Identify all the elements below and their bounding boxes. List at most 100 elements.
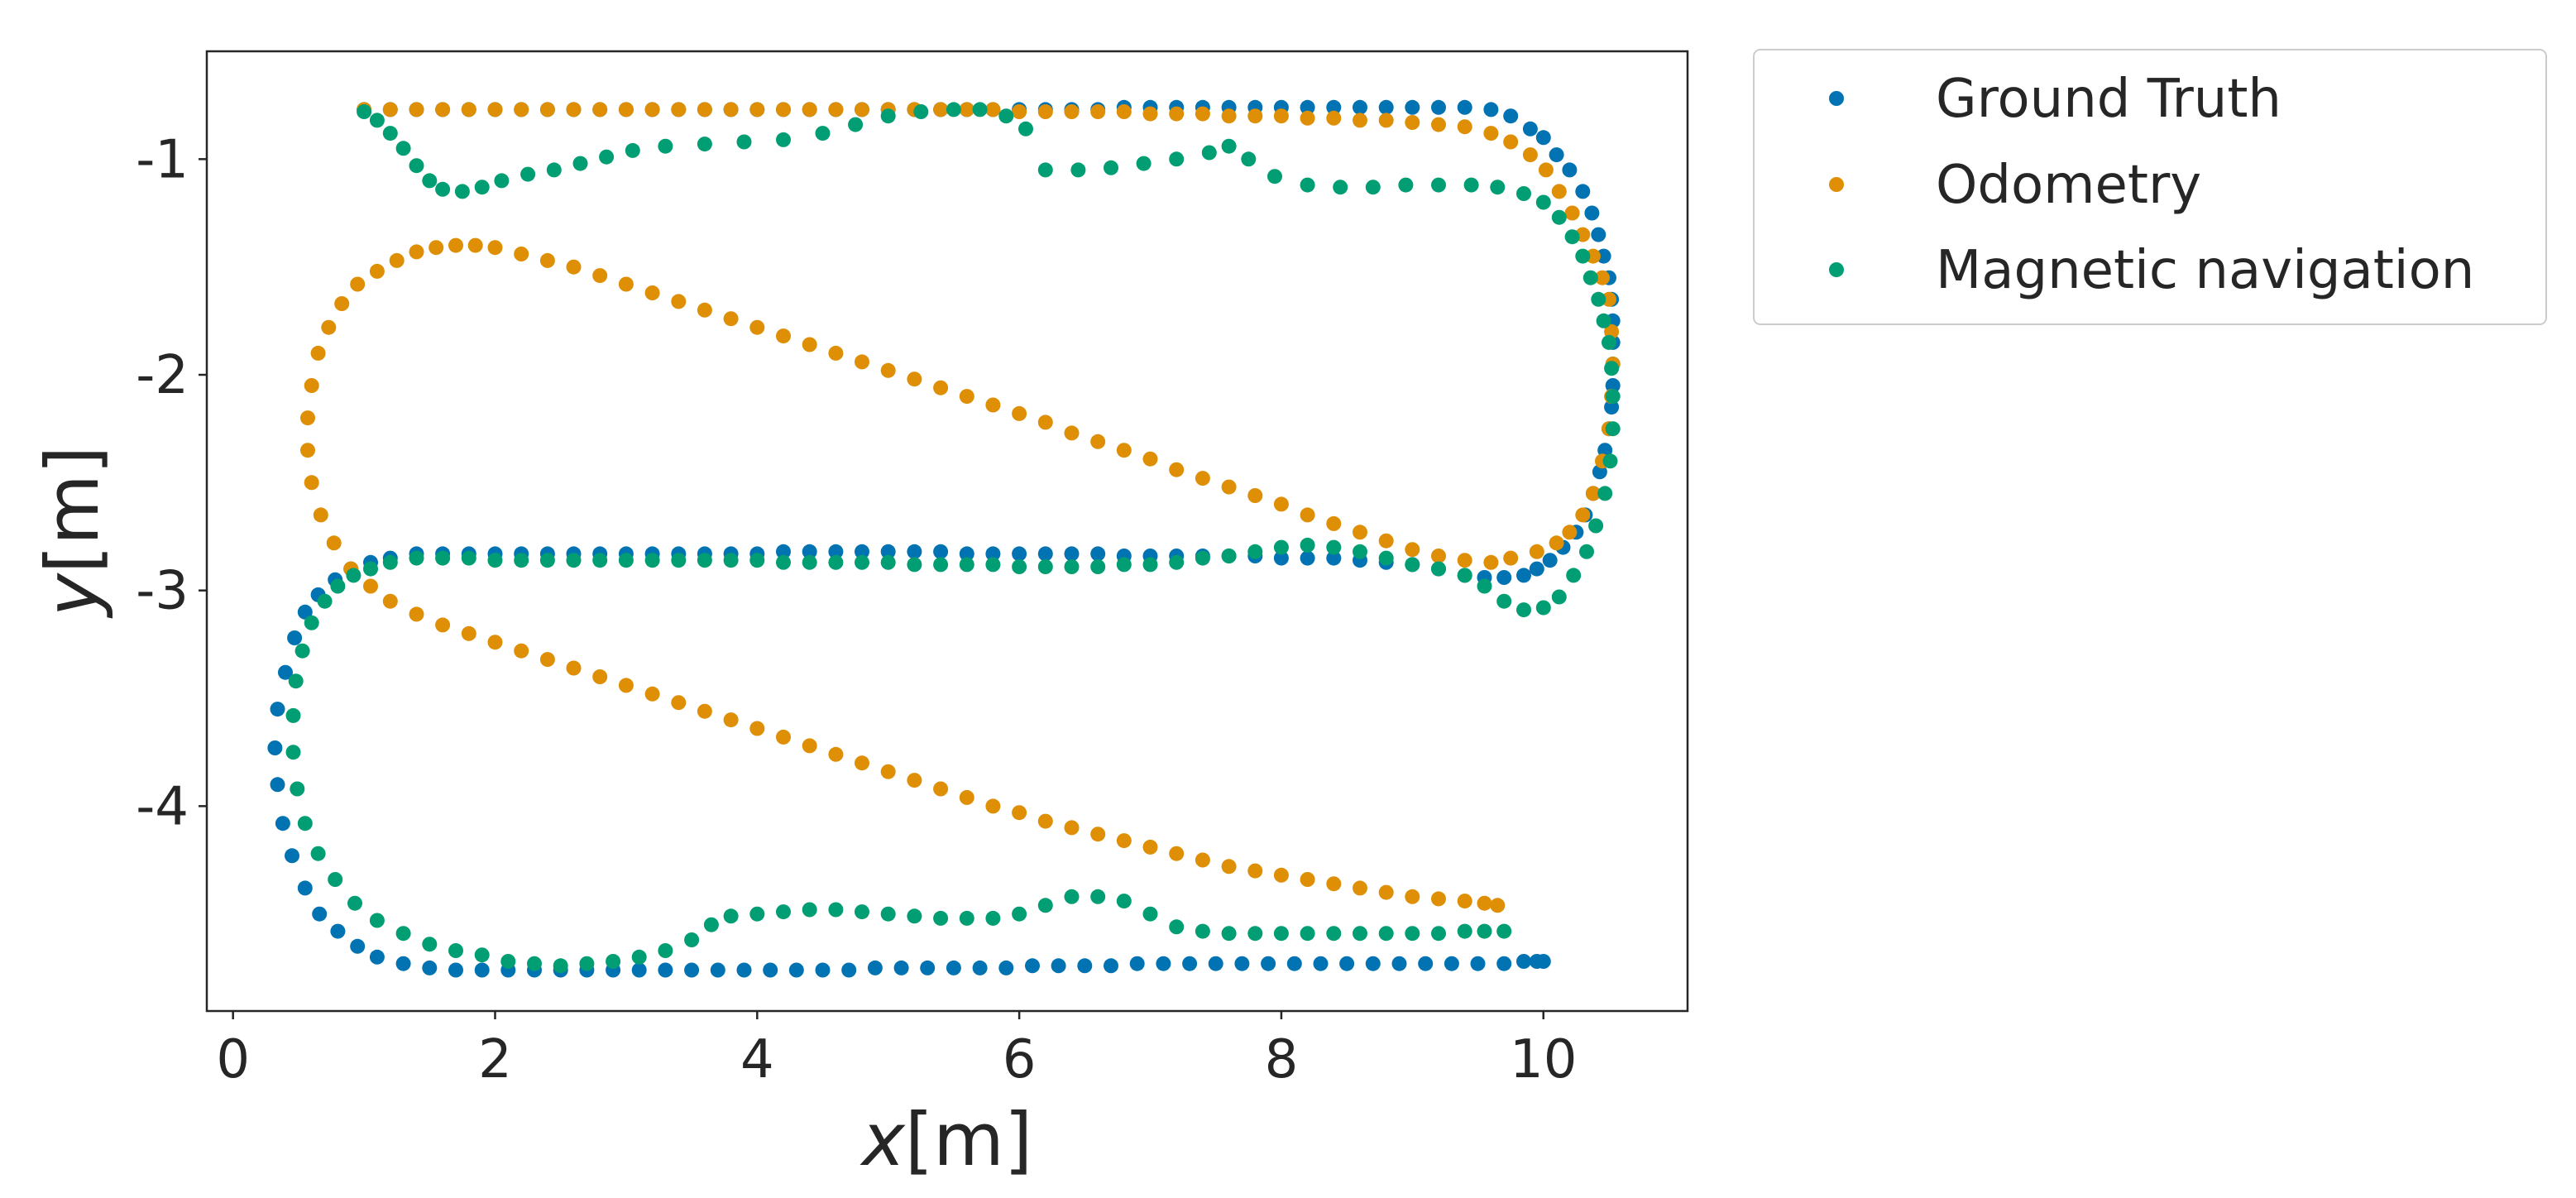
data-point-magnetic-navigation xyxy=(1247,544,1263,559)
data-point-magnetic-navigation xyxy=(880,554,896,570)
data-point-ground-truth xyxy=(474,962,490,978)
data-point-ground-truth xyxy=(1234,956,1250,971)
x-tick-label: 0 xyxy=(216,1029,250,1090)
data-point-ground-truth xyxy=(1391,956,1407,971)
data-point-odometry xyxy=(776,729,791,745)
data-point-ground-truth xyxy=(946,960,961,975)
y-tick-label: -4 xyxy=(136,776,189,837)
data-point-ground-truth xyxy=(710,962,725,978)
data-point-odometry xyxy=(723,712,739,728)
y-axis-label: y[m] xyxy=(30,446,115,619)
data-point-magnetic-navigation xyxy=(409,158,424,174)
data-point-ground-truth xyxy=(1483,102,1499,117)
data-point-odometry xyxy=(1142,451,1158,467)
data-point-odometry xyxy=(1378,113,1394,128)
data-point-magnetic-navigation xyxy=(776,132,791,147)
data-point-magnetic-navigation xyxy=(697,553,712,568)
data-point-magnetic-navigation xyxy=(802,902,817,918)
data-point-odometry xyxy=(1142,106,1158,122)
data-point-ground-truth xyxy=(907,544,922,559)
data-point-magnetic-navigation xyxy=(330,578,346,594)
data-point-magnetic-navigation xyxy=(369,913,385,928)
data-point-magnetic-navigation xyxy=(1605,421,1621,437)
data-point-magnetic-navigation xyxy=(1582,270,1598,285)
data-point-odometry xyxy=(429,240,444,256)
x-tick-label: 8 xyxy=(1265,1029,1299,1090)
data-point-odometry xyxy=(985,798,1001,814)
data-point-odometry xyxy=(321,319,337,335)
data-point-ground-truth xyxy=(828,544,844,559)
data-point-odometry xyxy=(1326,110,1342,126)
data-point-magnetic-navigation xyxy=(382,554,398,570)
data-point-odometry xyxy=(326,535,342,551)
data-point-odometry xyxy=(1595,270,1610,285)
data-point-magnetic-navigation xyxy=(1378,926,1394,942)
data-point-odometry xyxy=(1090,104,1106,119)
data-point-magnetic-navigation xyxy=(1221,138,1237,154)
data-point-ground-truth xyxy=(1496,956,1512,971)
data-point-odometry xyxy=(1273,496,1289,512)
data-point-odometry xyxy=(802,102,817,117)
data-point-ground-truth xyxy=(1562,162,1578,178)
data-point-magnetic-navigation xyxy=(749,553,765,568)
data-point-magnetic-navigation xyxy=(1273,539,1289,555)
data-point-ground-truth xyxy=(1457,99,1472,115)
data-point-ground-truth xyxy=(684,962,700,978)
data-point-ground-truth xyxy=(1300,550,1315,566)
data-point-odometry xyxy=(1012,805,1027,821)
data-point-ground-truth xyxy=(959,546,974,562)
data-point-magnetic-navigation xyxy=(1221,926,1237,942)
data-point-odometry xyxy=(776,328,791,344)
data-point-ground-truth xyxy=(270,702,285,717)
data-point-odometry xyxy=(566,660,582,676)
data-point-magnetic-navigation xyxy=(579,956,595,971)
data-point-magnetic-navigation xyxy=(985,557,1001,573)
data-point-magnetic-navigation xyxy=(1604,361,1620,376)
data-point-odometry xyxy=(1549,535,1564,551)
data-point-magnetic-navigation xyxy=(1247,926,1263,942)
legend: Ground Truth Odometry Magnetic navigatio… xyxy=(1753,49,2547,325)
data-point-ground-truth xyxy=(736,962,752,978)
data-point-odometry xyxy=(487,635,503,650)
data-point-odometry xyxy=(828,345,844,361)
data-point-magnetic-navigation xyxy=(828,902,844,918)
data-point-odometry xyxy=(1602,291,1616,307)
data-point-magnetic-navigation xyxy=(290,781,305,797)
data-point-odometry xyxy=(1221,859,1237,875)
data-point-odometry xyxy=(1247,488,1263,503)
data-point-ground-truth xyxy=(1516,568,1531,583)
data-point-magnetic-navigation xyxy=(1496,923,1512,939)
data-point-magnetic-navigation xyxy=(913,104,929,119)
data-point-magnetic-navigation xyxy=(1104,160,1118,175)
data-point-magnetic-navigation xyxy=(998,108,1014,124)
data-point-odometry xyxy=(802,337,817,352)
data-point-odometry xyxy=(959,102,974,117)
data-point-odometry xyxy=(671,102,687,117)
data-point-odometry xyxy=(310,345,326,361)
data-point-odometry xyxy=(566,259,582,275)
data-point-odometry xyxy=(1490,898,1506,913)
data-point-odometry xyxy=(1195,471,1210,486)
data-point-magnetic-navigation xyxy=(500,954,516,969)
data-point-magnetic-navigation xyxy=(959,910,974,926)
data-point-magnetic-navigation xyxy=(514,553,529,568)
data-point-odometry xyxy=(828,746,844,762)
data-point-magnetic-navigation xyxy=(1037,559,1053,574)
data-point-ground-truth xyxy=(841,962,857,978)
data-point-magnetic-navigation xyxy=(1477,578,1492,594)
data-point-odometry xyxy=(855,354,869,370)
data-point-magnetic-navigation xyxy=(1535,600,1551,616)
data-point-odometry xyxy=(1457,553,1472,568)
data-point-magnetic-navigation xyxy=(802,554,817,570)
data-point-magnetic-navigation xyxy=(328,872,343,887)
data-point-magnetic-navigation xyxy=(631,949,647,965)
data-point-odometry xyxy=(539,102,555,117)
data-point-magnetic-navigation xyxy=(1496,593,1512,609)
data-point-ground-truth xyxy=(330,923,346,939)
data-point-magnetic-navigation xyxy=(723,908,739,924)
data-point-magnetic-navigation xyxy=(1535,194,1551,210)
plot-area-frame xyxy=(205,50,1689,1013)
data-point-magnetic-navigation xyxy=(1241,151,1257,167)
data-point-odometry xyxy=(467,237,483,253)
data-point-magnetic-navigation xyxy=(1012,559,1027,574)
